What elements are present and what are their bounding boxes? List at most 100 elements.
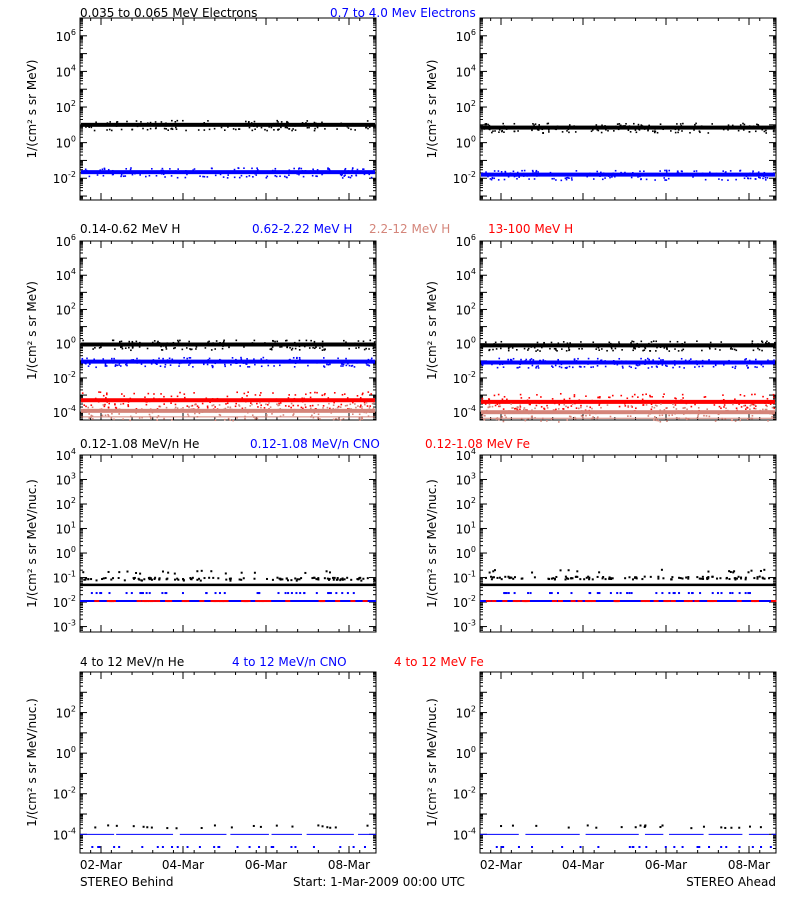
- data-point: [665, 169, 668, 172]
- data-point: [761, 341, 764, 344]
- plot-frame: [79, 454, 377, 633]
- data-point: [751, 846, 754, 848]
- data-point: [484, 341, 487, 343]
- data-point: [97, 400, 100, 403]
- data-point: [285, 126, 288, 128]
- data-point: [127, 401, 130, 403]
- data-point: [622, 367, 624, 369]
- data-point: [323, 366, 326, 368]
- data-point: [560, 179, 563, 182]
- data-point: [728, 578, 731, 581]
- data-point: [666, 365, 668, 367]
- data-point: [634, 576, 637, 579]
- data-point: [498, 576, 501, 579]
- data-point: [649, 412, 652, 415]
- data-point: [327, 361, 330, 363]
- data-point: [126, 120, 128, 123]
- data-point: [265, 344, 268, 346]
- data-point: [744, 404, 747, 407]
- data-point: [158, 357, 160, 360]
- data-point: [641, 578, 644, 581]
- data-point: [632, 349, 634, 352]
- data-point: [140, 170, 143, 173]
- data-point: [684, 359, 687, 362]
- data-point: [537, 365, 539, 367]
- series-0-7-to-4-0-mev-electrons: [81, 167, 375, 179]
- data-point: [130, 167, 132, 169]
- y-tick-exponent: 3: [471, 472, 476, 481]
- series-band: [81, 342, 375, 347]
- data-point: [305, 122, 307, 124]
- data-point: [290, 579, 293, 582]
- data-point: [744, 358, 746, 361]
- data-point: [518, 366, 521, 368]
- data-point: [721, 173, 723, 175]
- data-point: [179, 391, 181, 394]
- data-point: [496, 360, 499, 363]
- data-point: [313, 347, 316, 350]
- data-point: [341, 173, 344, 175]
- data-point: [118, 364, 120, 366]
- data-point: [210, 349, 213, 351]
- data-point: [90, 126, 93, 129]
- data-point: [300, 577, 303, 580]
- data-point: [148, 400, 151, 403]
- data-point: [277, 592, 280, 595]
- data-point: [491, 176, 494, 179]
- data-point: [244, 407, 247, 409]
- data-point: [502, 408, 505, 410]
- data-point: [326, 406, 329, 409]
- data-point: [699, 360, 702, 363]
- data-point: [528, 412, 530, 415]
- data-point: [209, 170, 212, 173]
- data-point: [693, 170, 696, 173]
- y-tick-label: 10-2: [453, 786, 476, 802]
- data-point: [766, 397, 769, 400]
- row-2-title-1: 0.14-0.62 MeV H: [80, 222, 180, 236]
- data-point: [692, 176, 694, 178]
- data-point: [292, 413, 295, 415]
- data-point: [655, 592, 658, 595]
- data-point: [640, 178, 642, 181]
- data-point: [515, 175, 518, 177]
- data-point: [630, 592, 633, 595]
- data-point: [663, 409, 666, 411]
- data-point: [322, 410, 324, 413]
- data-point: [340, 365, 342, 367]
- data-point: [128, 361, 131, 364]
- data-point: [112, 362, 114, 364]
- y-tick-label: 106: [56, 233, 76, 249]
- data-point: [571, 403, 574, 405]
- data-point: [362, 600, 368, 603]
- data-point: [496, 366, 499, 369]
- data-point: [757, 171, 760, 173]
- data-point: [294, 394, 297, 396]
- data-point: [523, 407, 526, 409]
- data-point: [677, 131, 679, 134]
- data-point: [210, 167, 213, 170]
- data-point: [517, 406, 519, 409]
- data-point: [567, 347, 570, 349]
- data-point: [568, 415, 571, 418]
- data-point: [216, 123, 219, 126]
- data-point: [533, 172, 536, 174]
- data-point: [316, 391, 318, 394]
- data-point: [549, 171, 552, 174]
- data-point: [205, 592, 208, 595]
- data-point: [721, 399, 724, 402]
- data-point: [346, 397, 349, 399]
- data-point: [652, 344, 655, 347]
- data-point: [202, 175, 204, 178]
- data-point: [507, 358, 509, 361]
- data-point: [285, 577, 288, 580]
- data-point: [89, 344, 92, 347]
- data-point: [352, 592, 355, 595]
- data-point: [629, 415, 632, 417]
- data-point: [199, 175, 201, 177]
- data-point: [303, 397, 305, 400]
- data-point: [297, 123, 300, 125]
- data-point: [326, 826, 329, 829]
- data-point: [533, 124, 535, 126]
- data-point: [685, 576, 688, 579]
